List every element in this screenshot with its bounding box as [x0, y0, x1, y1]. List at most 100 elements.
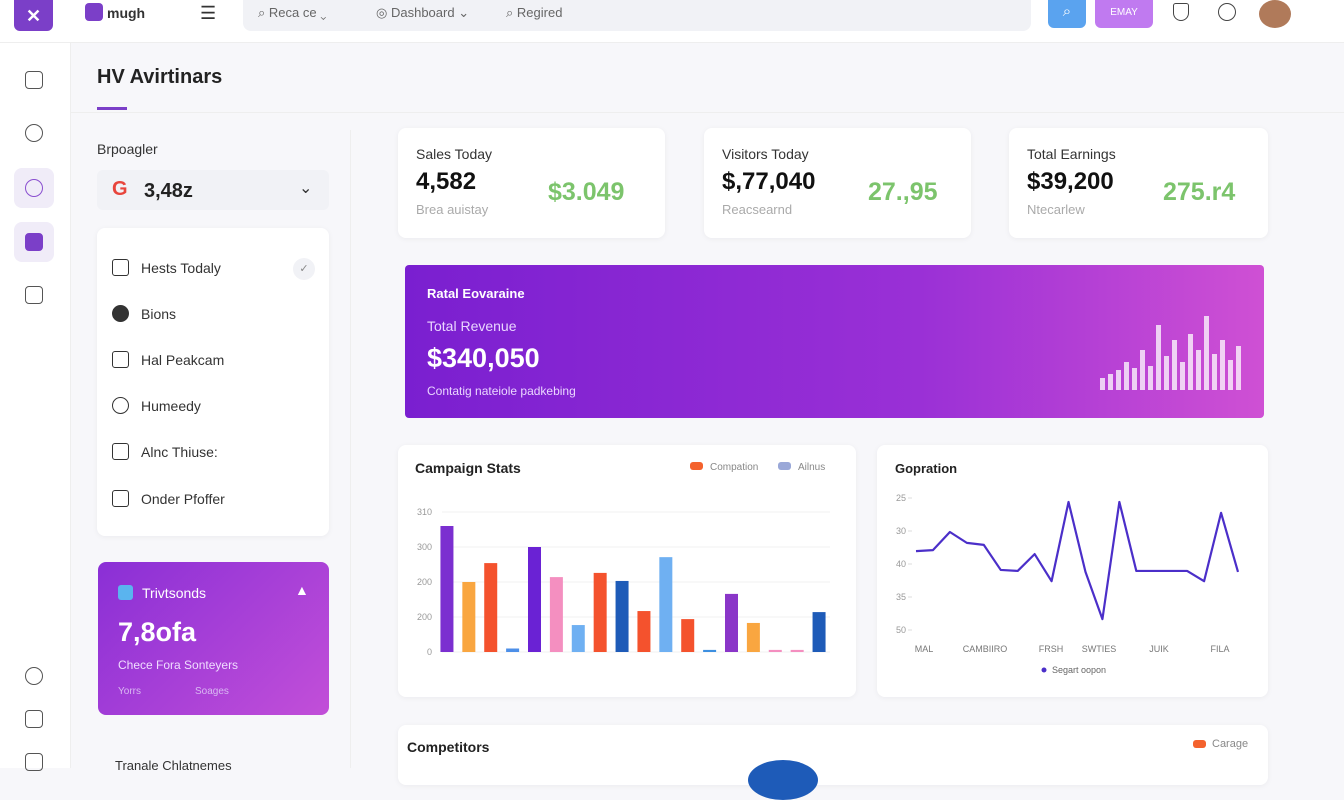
power-icon[interactable] — [1218, 3, 1236, 21]
stat-card: Total Earnings $39,200 Ntecarlew 275.r4 — [1009, 128, 1268, 238]
menu-item[interactable]: Hal Peakcam — [141, 352, 225, 368]
stat-label: Visitors Today — [722, 146, 809, 162]
rail-icon[interactable] — [25, 286, 43, 304]
hamburger[interactable]: ☰ — [200, 3, 217, 23]
y-tick-label: 200 — [417, 612, 432, 622]
stat-value: 4,582 — [416, 168, 477, 195]
promo-alert[interactable]: ▲ — [295, 582, 309, 598]
nav-text: Regired — [516, 5, 563, 20]
rail-icon[interactable] — [25, 124, 43, 142]
menu-icon — [112, 490, 129, 507]
nav-item[interactable]: ⌕ Regired — [506, 5, 563, 20]
menu-item[interactable]: Bions — [141, 306, 177, 322]
stat-card: Visitors Today $,77,040 Reacsearnd 27.,9… — [704, 128, 971, 238]
bar — [506, 648, 520, 652]
chart-title: Campaign Stats — [415, 460, 521, 476]
nav-text: Dashboard — [390, 5, 455, 20]
logo-mark: ✕ — [26, 6, 42, 26]
bar — [681, 619, 695, 652]
x-tick-label: FRSH — [1039, 644, 1064, 654]
legend-swatch — [1041, 667, 1047, 673]
x-tick-label: CAMBIIRO — [963, 644, 1008, 654]
bar — [812, 612, 826, 652]
rail-icon[interactable] — [25, 710, 43, 728]
x-tick-label: FILA — [1210, 644, 1229, 654]
stat-label: Total Earnings — [1027, 146, 1116, 162]
menu-item[interactable]: Onder Pfoffer — [141, 491, 225, 507]
menu-item[interactable]: Hests Todaly — [141, 260, 221, 276]
banner-label: Total Revenue — [427, 318, 517, 334]
check: ✓ — [293, 258, 315, 280]
nav-item[interactable]: ◎ Dashboard ⌄ — [376, 5, 470, 20]
legend-label: Segart oopon — [1052, 665, 1106, 675]
menu-icon — [112, 305, 129, 322]
divider — [350, 130, 351, 768]
banner-kicker: Ratal Eovaraine — [427, 286, 525, 301]
bar — [790, 649, 804, 652]
stat-label: Sales Today — [416, 146, 493, 162]
nav-text: Reca ce — [268, 5, 317, 20]
bar — [746, 622, 760, 652]
title-underline — [97, 107, 127, 110]
divider — [70, 112, 1344, 113]
rail-icon[interactable] — [25, 179, 43, 197]
bar-chart: Campaign Stats Compation Ailnus 0 200 200 300 3… — [415, 460, 830, 657]
legend-label: Ailnus — [798, 462, 825, 473]
x-tick-label: SWTIES — [1082, 644, 1117, 654]
top-bar: ✕ mugh ☰ ⌕ Reca ce ⌄ ◎ Dashboard ⌄ ⌕ Reg… — [0, 0, 1344, 43]
stat-sub: Brea auistay — [416, 202, 489, 217]
logo[interactable]: ✕ — [14, 0, 53, 31]
bar — [528, 547, 541, 652]
avatar[interactable] — [1259, 0, 1291, 28]
sidebar-footer: Tranale Chlatnemes — [115, 758, 232, 773]
competitors-card: Competitors Carage — [398, 725, 1268, 800]
bar — [615, 580, 629, 652]
promo-link[interactable]: Yorrs — [118, 686, 141, 697]
menu-item[interactable]: Humeedy — [141, 398, 201, 414]
legend-label: Compation — [710, 462, 758, 473]
rail-icon[interactable] — [25, 753, 43, 771]
promo-link[interactable]: Soages — [195, 686, 229, 697]
shield-icon[interactable] — [1173, 3, 1189, 21]
promo-value: 7,8ofa — [118, 617, 197, 647]
competitors-title: Competitors — [407, 739, 490, 755]
bar — [593, 572, 607, 652]
stat-change: $3.049 — [548, 178, 625, 206]
action-button[interactable]: EMAY — [1095, 0, 1153, 28]
bar — [440, 526, 454, 652]
menu-icon — [112, 351, 129, 368]
select-icon: G — [112, 178, 128, 200]
nav-pill — [243, 0, 1031, 31]
menu-icon — [112, 443, 129, 460]
y-tick-label: 310 — [417, 507, 432, 517]
banner-sparkbars — [1100, 316, 1241, 390]
bar — [703, 649, 717, 652]
select-caret: ⌄ — [299, 180, 313, 197]
search-button[interactable]: ⌕ — [1048, 0, 1086, 28]
bar — [549, 577, 563, 652]
rail-icon[interactable] — [25, 667, 43, 685]
legend-label: Carage — [1212, 738, 1249, 750]
line-card: Gopration 50 35 40 30 25 MAL CAMBIIRO FRSH SWTIES… — [877, 445, 1268, 697]
nav-item[interactable]: ⌕ Reca ce ⌄ — [258, 5, 327, 20]
icon-rail — [0, 43, 71, 771]
promo-icon — [118, 585, 133, 600]
bar — [637, 611, 651, 652]
revenue-banner: Ratal Eovaraine Total Revenue $340,050 C… — [405, 265, 1264, 418]
stat-change: 275.r4 — [1163, 178, 1236, 206]
x-tick-label: MAL — [915, 644, 934, 654]
banner-sub: Contatig nateiole padkebing — [427, 384, 576, 398]
stat-value: $,77,040 — [722, 168, 816, 195]
brand: mugh — [107, 5, 146, 21]
campaign-card: Campaign Stats Compation Ailnus 0 200 200 300 3… — [398, 445, 856, 697]
legend-swatch — [690, 462, 703, 470]
rail-icon[interactable] — [25, 71, 43, 89]
rail-icon[interactable] — [25, 233, 43, 251]
y-tick-label: 30 — [896, 526, 906, 536]
select[interactable]: G 3,48z ⌄ — [97, 170, 329, 210]
y-tick-label: 50 — [896, 625, 906, 635]
menu-icon — [112, 397, 129, 414]
promo-card: Trivtsonds ▲ 7,8ofa Chece Fora Sonteyers… — [98, 562, 329, 715]
menu-item[interactable]: Alnc Thiuse: — [141, 444, 218, 460]
